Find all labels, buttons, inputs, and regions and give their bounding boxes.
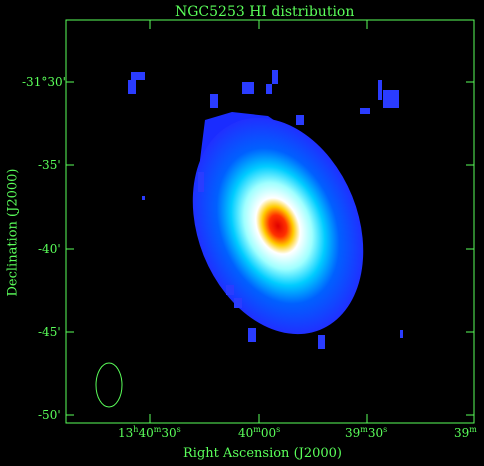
x-tick-label: 39m30s (345, 425, 388, 440)
y-tick-marks (66, 81, 474, 416)
x-axis-label: Right Ascension (J2000) (183, 446, 343, 461)
y-tick-label: -45' (38, 325, 61, 339)
hi-noise-clumps (128, 70, 403, 349)
y-tick-label: -50' (38, 408, 61, 422)
beam-ellipse (95, 362, 123, 408)
plot-frame (65, 19, 475, 424)
y-axis-label: Declination (J2000) (5, 168, 21, 297)
x-tick-marks (149, 20, 475, 423)
chart-title: NGC5253 HI distribution (175, 4, 355, 20)
y-tick-label: -40' (38, 242, 61, 256)
hi-emission-core (192, 117, 364, 335)
y-tick-label: -31°30' (22, 75, 66, 89)
x-tick-label: 13h40m30s (118, 425, 181, 440)
x-tick-label: 40m00s (238, 425, 281, 440)
x-tick-label: 39m (454, 425, 477, 440)
y-tick-label: -35' (38, 158, 61, 172)
